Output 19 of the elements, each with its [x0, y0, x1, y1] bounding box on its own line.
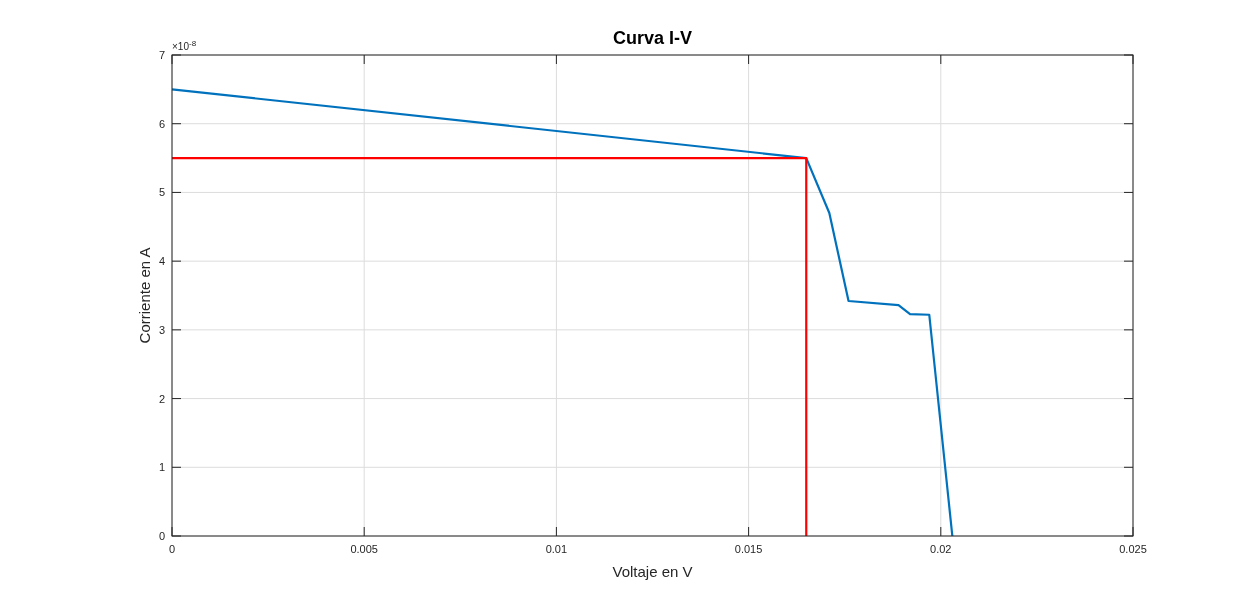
- chart-title: Curva I-V: [612, 28, 693, 48]
- y-tick-label: 6: [158, 117, 165, 130]
- text: ×10$^{-8}$: [172, 38, 197, 52]
- x-tick-label: 0.025: [1119, 543, 1147, 555]
- y-tick-label: 1: [158, 461, 165, 474]
- y-axis-title: Corriente en A: [136, 247, 153, 344]
- y-tick-label: 7: [158, 49, 165, 61]
- y-tick-label: 2: [158, 392, 165, 405]
- x-tick-label: 0.02: [930, 543, 952, 555]
- x-tick-label: 0.01: [545, 543, 568, 555]
- y-tick-label: 4: [158, 255, 165, 268]
- y-tick-label: 3: [158, 323, 165, 336]
- x-tick-label: 0: [168, 543, 176, 555]
- y-tick-label: 5: [158, 186, 165, 199]
- x-tick-label: 0.005: [350, 543, 378, 555]
- x-tick-label: 0.015: [734, 543, 763, 555]
- y-tick-label: 0: [158, 530, 165, 542]
- line-series: [170, 88, 954, 538]
- x-axis-title: Voltaje en V: [612, 563, 693, 580]
